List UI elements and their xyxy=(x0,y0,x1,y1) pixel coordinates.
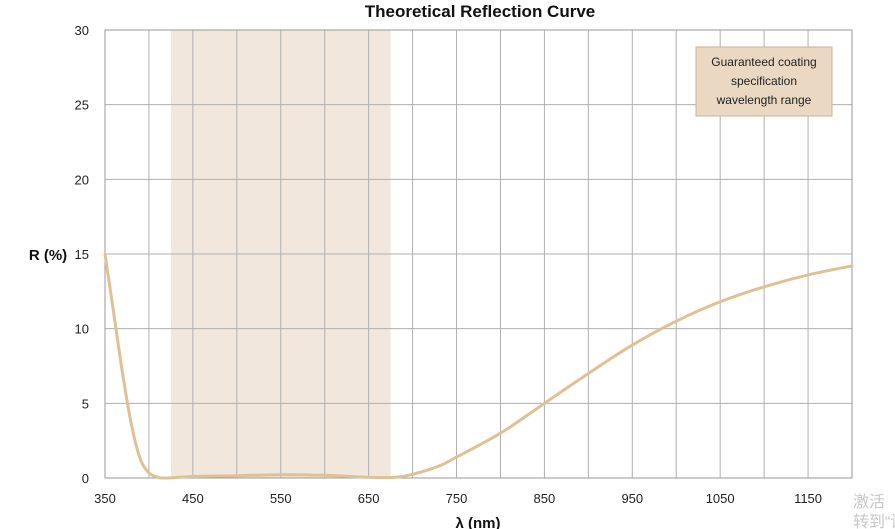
x-axis-label: λ (nm) xyxy=(456,515,501,529)
y-tick-label: 0 xyxy=(82,471,89,486)
legend-line-1: Guaranteed coating xyxy=(711,55,816,69)
watermark-line-1: 激活 xyxy=(853,493,885,511)
chart-title: Theoretical Reflection Curve xyxy=(365,2,596,21)
y-tick-label: 10 xyxy=(75,322,89,337)
y-tick-label: 20 xyxy=(75,172,89,187)
y-tick-label: 15 xyxy=(75,247,89,262)
y-axis-label: R (%) xyxy=(29,247,67,264)
y-tick-label: 30 xyxy=(75,23,89,38)
watermark-line-2: 转到“设 xyxy=(853,513,895,529)
y-tick-label: 5 xyxy=(82,396,89,411)
x-tick-label: 950 xyxy=(621,491,643,506)
x-tick-label: 650 xyxy=(358,491,380,506)
legend-line-3: wavelength range xyxy=(716,93,812,107)
x-tick-label: 1050 xyxy=(706,491,735,506)
legend-line-2: specification xyxy=(731,74,797,88)
x-tick-label: 350 xyxy=(94,491,116,506)
grid-layer xyxy=(105,30,852,478)
x-tick-label: 1150 xyxy=(794,491,822,506)
ticks-layer: 350 450 550 650 750 850 950 1050 1150 0 5 10 15 20 25 3… xyxy=(75,23,823,506)
x-tick-label: 450 xyxy=(182,491,204,506)
x-tick-label: 850 xyxy=(534,491,556,506)
legend-swatch xyxy=(695,46,833,117)
series-layer xyxy=(103,252,854,480)
x-tick-label: 750 xyxy=(446,491,468,506)
y-tick-label: 25 xyxy=(75,98,89,113)
reflection-series-line xyxy=(103,252,854,480)
legend: Guaranteed coating specification wavelen… xyxy=(695,46,833,117)
x-tick-label: 550 xyxy=(270,491,292,506)
